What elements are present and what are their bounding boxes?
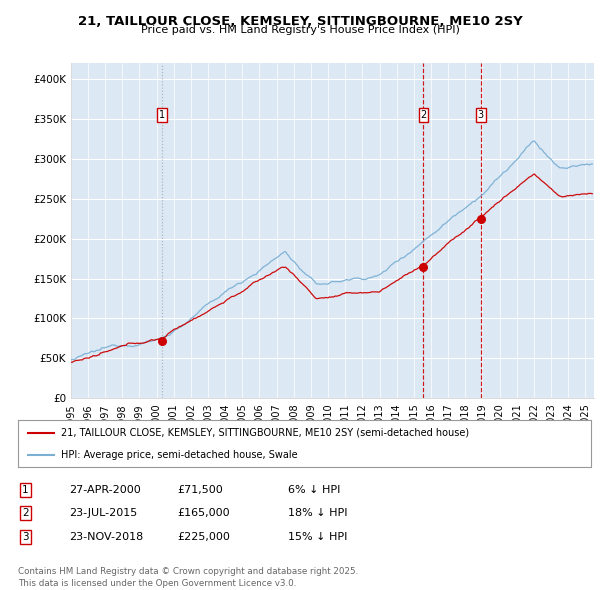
Text: 3: 3 bbox=[478, 110, 484, 120]
Text: 6% ↓ HPI: 6% ↓ HPI bbox=[288, 485, 340, 495]
Text: 23-NOV-2018: 23-NOV-2018 bbox=[69, 532, 143, 542]
Text: 27-APR-2000: 27-APR-2000 bbox=[69, 485, 141, 495]
Text: 18% ↓ HPI: 18% ↓ HPI bbox=[288, 508, 347, 518]
Text: £225,000: £225,000 bbox=[177, 532, 230, 542]
Text: 2: 2 bbox=[22, 508, 29, 518]
Text: Price paid vs. HM Land Registry's House Price Index (HPI): Price paid vs. HM Land Registry's House … bbox=[140, 25, 460, 35]
Text: £165,000: £165,000 bbox=[177, 508, 230, 518]
Text: Contains HM Land Registry data © Crown copyright and database right 2025.
This d: Contains HM Land Registry data © Crown c… bbox=[18, 568, 358, 588]
Text: 23-JUL-2015: 23-JUL-2015 bbox=[69, 508, 137, 518]
Text: HPI: Average price, semi-detached house, Swale: HPI: Average price, semi-detached house,… bbox=[61, 450, 298, 460]
Text: 15% ↓ HPI: 15% ↓ HPI bbox=[288, 532, 347, 542]
Text: £71,500: £71,500 bbox=[177, 485, 223, 495]
Text: 21, TAILLOUR CLOSE, KEMSLEY, SITTINGBOURNE, ME10 2SY: 21, TAILLOUR CLOSE, KEMSLEY, SITTINGBOUR… bbox=[77, 15, 523, 28]
Text: 3: 3 bbox=[22, 532, 29, 542]
Text: 1: 1 bbox=[159, 110, 165, 120]
Text: 1: 1 bbox=[22, 485, 29, 495]
Text: 2: 2 bbox=[421, 110, 427, 120]
Text: 21, TAILLOUR CLOSE, KEMSLEY, SITTINGBOURNE, ME10 2SY (semi-detached house): 21, TAILLOUR CLOSE, KEMSLEY, SITTINGBOUR… bbox=[61, 428, 469, 438]
